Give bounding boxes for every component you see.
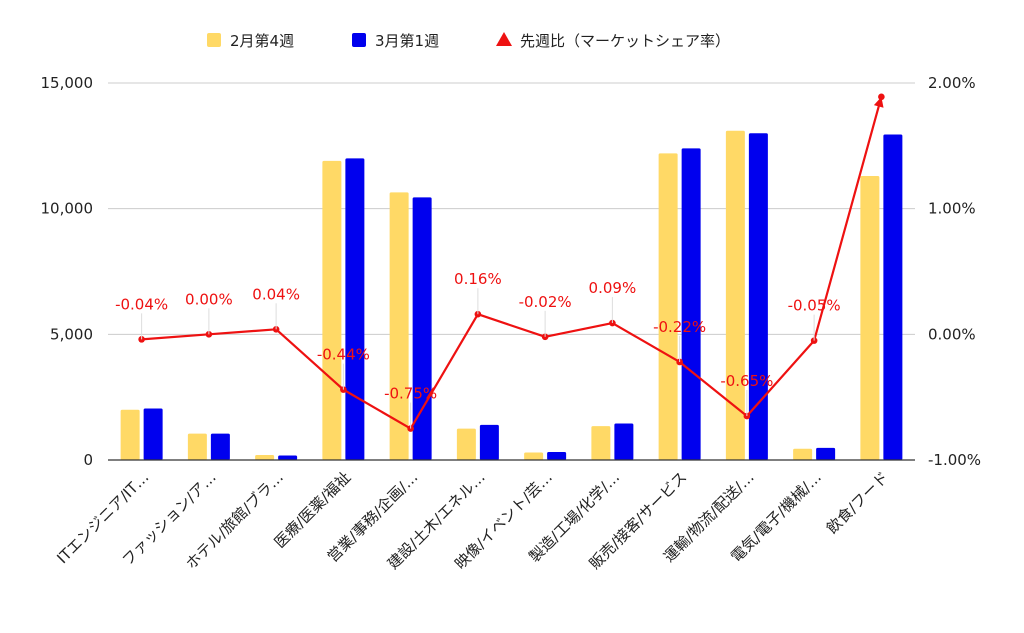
axis-layer: 05,00010,00015,000-1.00%0.00%1.00%2.00%I…: [41, 74, 982, 573]
y2-tick-label: 2.00%: [928, 74, 976, 92]
bar: [479, 424, 499, 460]
y-tick-label: 15,000: [41, 74, 94, 92]
data-label: -0.04%: [115, 295, 168, 313]
bar-layer: [120, 130, 903, 461]
bar: [412, 197, 432, 460]
bar: [591, 426, 611, 460]
grid-layer: [108, 82, 915, 335]
line-point: [272, 326, 280, 333]
y2-tick-label: -1.00%: [928, 451, 981, 469]
bar: [456, 428, 476, 460]
bar: [322, 160, 342, 460]
x-tick-label: 飲食/フード: [823, 468, 892, 537]
line-point: [340, 386, 347, 393]
line-point: [810, 337, 818, 344]
bar: [793, 448, 813, 460]
y2-tick-label: 1.00%: [928, 200, 976, 218]
legend: 2月第4週 3月第1週 先週比（マーケットシェア率）: [207, 32, 730, 50]
line-arrowhead: [873, 96, 884, 108]
line-point: [407, 425, 414, 432]
y2-tick-label: 0.00%: [928, 325, 976, 343]
y-tick-label: 0: [83, 451, 93, 469]
data-label: 0.04%: [252, 285, 300, 303]
bar: [547, 451, 567, 460]
legend-swatch: [207, 33, 221, 47]
line-point: [609, 319, 616, 327]
data-label: 0.16%: [454, 270, 502, 288]
bar: [748, 133, 768, 460]
line-layer: [138, 93, 885, 432]
legend-label: 2月第4週: [230, 32, 294, 50]
label-layer: -0.04% 0.00% 0.04% -0.44% -0.75% 0.16% -0.02% 0…: [115, 270, 841, 429]
line-point: [676, 358, 683, 366]
bar: [389, 192, 409, 460]
data-label: -0.75%: [384, 385, 437, 403]
y-tick-label: 5,000: [50, 325, 93, 343]
bar: [143, 408, 163, 460]
bar: [187, 433, 207, 460]
bar: [614, 423, 634, 460]
bar: [210, 433, 230, 460]
bar: [120, 409, 140, 460]
data-label: -0.05%: [788, 297, 841, 315]
bar: [255, 454, 275, 460]
bar: [658, 153, 678, 460]
data-label: -0.65%: [720, 372, 773, 390]
bar: [725, 130, 745, 460]
line-point: [474, 310, 482, 318]
bar: [860, 175, 880, 460]
data-label: -0.02%: [519, 293, 572, 311]
data-label: -0.44%: [317, 346, 370, 364]
bar: [345, 158, 365, 460]
data-label: 0.09%: [589, 279, 637, 297]
bar: [681, 148, 701, 460]
bar: [883, 134, 903, 461]
line-series: [141, 96, 883, 430]
data-label: -0.22%: [653, 318, 706, 336]
legend-swatch: [352, 33, 366, 47]
legend-label: 3月第1週: [375, 32, 439, 50]
y-tick-label: 10,000: [41, 200, 94, 218]
bar: [278, 455, 298, 460]
data-label: 0.00%: [185, 290, 233, 308]
bar: [816, 447, 836, 460]
legend-label: 先週比（マーケットシェア率）: [520, 32, 730, 50]
bar: [524, 452, 544, 460]
line-point: [205, 331, 213, 338]
legend-marker: [496, 32, 512, 46]
